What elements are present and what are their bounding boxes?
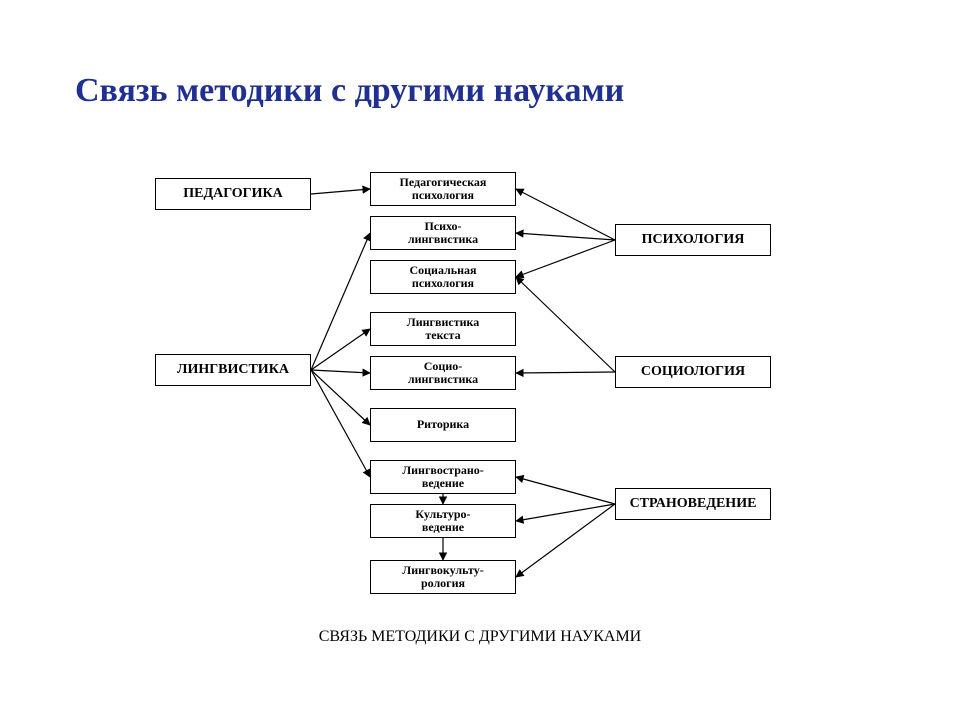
node-sociologiya: СОЦИОЛОГИЯ bbox=[615, 356, 771, 388]
node-socioling: Социо-лингвистика bbox=[370, 356, 516, 390]
page-title: Связь методики с другими науками bbox=[75, 72, 624, 110]
node-psiholing: Психо-лингвистика bbox=[370, 216, 516, 250]
node-label: Психо-лингвистика bbox=[408, 220, 478, 246]
node-label: Педагогическаяпсихология bbox=[400, 176, 487, 202]
edge-e2 bbox=[311, 233, 370, 370]
node-label: Социо-лингвистика bbox=[408, 360, 478, 386]
node-pedagogika: ПЕДАГОГИКА bbox=[155, 178, 311, 210]
edge-e10 bbox=[516, 277, 615, 372]
node-lingvokult: Лингвокульту-рология bbox=[370, 560, 516, 594]
edge-e6 bbox=[311, 370, 370, 477]
edge-e4 bbox=[311, 370, 370, 373]
diagram-caption: СВЯЗЬ МЕТОДИКИ С ДРУГИМИ НАУКАМИ bbox=[0, 628, 960, 646]
node-ped_psih: Педагогическаяпсихология bbox=[370, 172, 516, 206]
node-stranovedenie: СТРАНОВЕДЕНИЕ bbox=[615, 488, 771, 520]
edge-e1 bbox=[311, 189, 370, 194]
edge-e12 bbox=[516, 477, 615, 504]
node-label: Лингвокульту-рология bbox=[402, 564, 483, 590]
edge-e9 bbox=[516, 240, 615, 277]
node-label: ПСИХОЛОГИЯ bbox=[642, 232, 745, 247]
node-label: ЛИНГВИСТИКА bbox=[177, 362, 289, 377]
edge-e11 bbox=[516, 372, 615, 373]
node-label: Риторика bbox=[417, 418, 469, 431]
edge-e3 bbox=[311, 329, 370, 370]
node-label: Социальнаяпсихология bbox=[409, 264, 476, 290]
edge-e7 bbox=[516, 189, 615, 240]
node-soc_psih: Социальнаяпсихология bbox=[370, 260, 516, 294]
node-label: СОЦИОЛОГИЯ bbox=[641, 364, 745, 379]
edge-e5 bbox=[311, 370, 370, 425]
node-lingstranoved: Лингвострано-ведение bbox=[370, 460, 516, 494]
node-ling_texta: Лингвистикатекста bbox=[370, 312, 516, 346]
edge-e13 bbox=[516, 504, 615, 521]
node-label: Лингвистикатекста bbox=[407, 316, 479, 342]
edge-e8 bbox=[516, 233, 615, 240]
node-kulturoved: Культуро-ведение bbox=[370, 504, 516, 538]
node-label: Культуро-ведение bbox=[415, 508, 470, 534]
node-ritorika: Риторика bbox=[370, 408, 516, 442]
edge-e14 bbox=[516, 504, 615, 577]
node-lingvistika: ЛИНГВИСТИКА bbox=[155, 354, 311, 386]
node-label: Лингвострано-ведение bbox=[402, 464, 484, 490]
node-label: ПЕДАГОГИКА bbox=[183, 186, 282, 201]
node-label: СТРАНОВЕДЕНИЕ bbox=[630, 496, 757, 511]
node-psihologiya: ПСИХОЛОГИЯ bbox=[615, 224, 771, 256]
